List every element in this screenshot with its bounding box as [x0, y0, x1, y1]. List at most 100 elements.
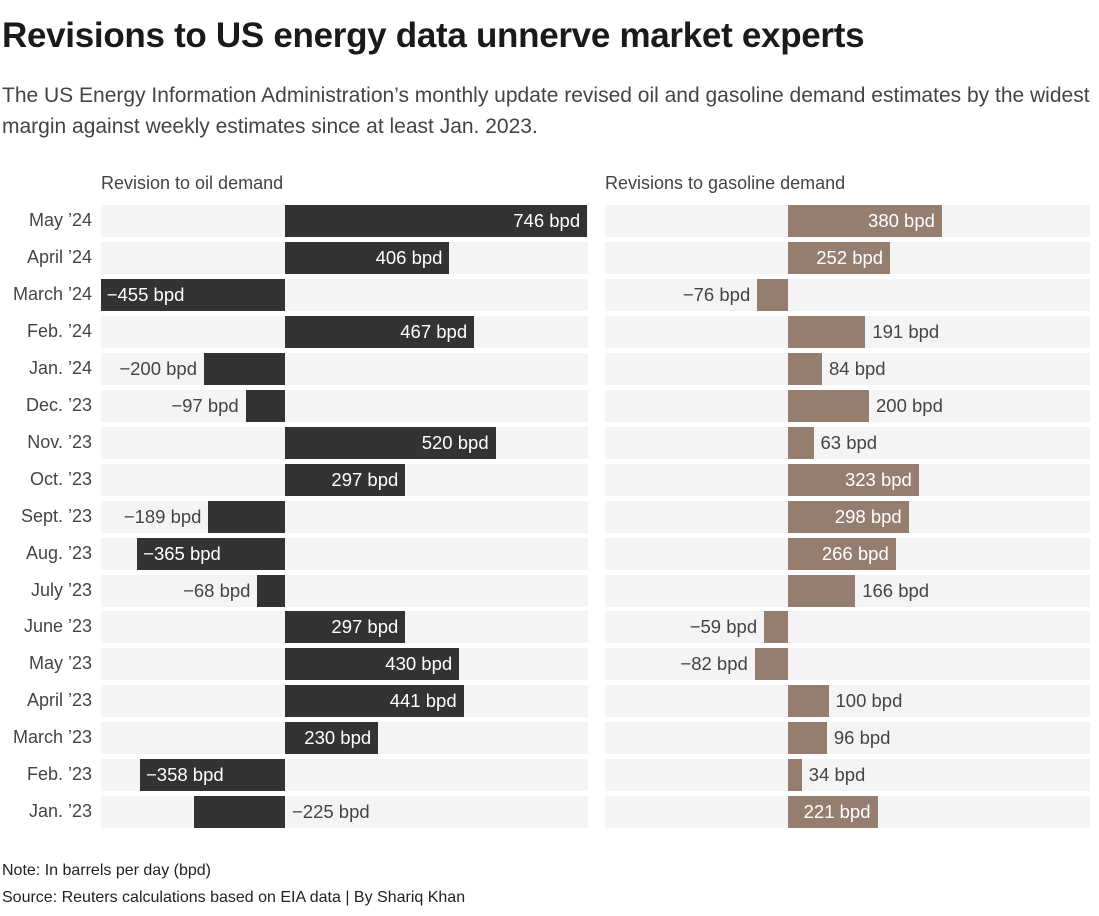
gasoline-panel-title: Revisions to gasoline demand [605, 173, 846, 193]
chart-title: Revisions to US energy data unnerve mark… [2, 16, 865, 55]
oil-bar [208, 500, 285, 533]
gasoline-bar [788, 389, 869, 422]
bar-value-label: 298 bpd [834, 505, 902, 527]
gasoline-bar [788, 685, 829, 718]
gasoline-bar [788, 463, 919, 496]
oil-bar [285, 463, 406, 496]
bar-value-label: −76 bpd [682, 283, 751, 305]
bar-value-label: 221 bpd [803, 801, 871, 823]
row-label: June ’23 [23, 616, 92, 637]
gasoline-bar [754, 648, 788, 681]
row-background [605, 685, 1090, 718]
row-label: March ’23 [12, 727, 92, 748]
bar-value-label: −365 bpd [143, 542, 221, 564]
bar-value-label: 467 bpd [400, 320, 468, 342]
row-label: March ’24 [12, 283, 92, 304]
bar-value-label: 297 bpd [331, 468, 399, 490]
gasoline-bar [788, 352, 823, 385]
bar-value-label: 166 bpd [862, 579, 930, 601]
bar-value-label: 266 bpd [821, 542, 889, 564]
oil-bar [285, 685, 464, 718]
gasoline-bar [757, 278, 788, 311]
row-background [605, 722, 1090, 755]
chart-note: Note: In barrels per day (bpd) [2, 862, 211, 879]
bar-value-label: 252 bpd [816, 246, 884, 268]
bar-value-label: 191 bpd [872, 320, 940, 342]
row-background [605, 278, 1090, 311]
row-background [101, 352, 588, 385]
bar-value-label: 96 bpd [833, 727, 891, 749]
oil-bar [204, 352, 285, 385]
bar-value-label: 63 bpd [820, 431, 878, 453]
oil-panel-title: Revision to oil demand [101, 173, 284, 193]
row-label: April ’23 [26, 690, 92, 711]
bar-value-label: 746 bpd [513, 210, 581, 231]
bar-value-label: −225 bpd [292, 801, 370, 823]
oil-bar [285, 611, 406, 644]
bar-value-label: 297 bpd [331, 616, 399, 638]
row-label: May ’23 [28, 653, 92, 674]
gasoline-bar [788, 500, 909, 533]
bar-value-label: −97 bpd [171, 394, 239, 416]
oil-bar [245, 389, 285, 422]
gasoline-bar [788, 205, 942, 237]
row-label: Oct. ’23 [29, 468, 92, 489]
row-background [605, 611, 1090, 644]
row-label: Dec. ’23 [25, 394, 92, 415]
bar-value-label: 84 bpd [829, 357, 886, 379]
bar-value-label: −358 bpd [146, 764, 224, 786]
bar-value-label: −59 bpd [689, 616, 758, 638]
gasoline-bar [788, 796, 878, 829]
gasoline-bar [788, 574, 856, 607]
chart-source: Source: Reuters calculations based on EI… [2, 889, 466, 906]
gasoline-bar [788, 241, 891, 274]
oil-bar [140, 759, 285, 792]
row-label: Feb. ’23 [26, 764, 92, 785]
gasoline-bar [764, 611, 788, 644]
bar-value-label: 200 bpd [876, 394, 943, 416]
gasoline-bar [788, 537, 896, 570]
bar-value-label: −455 bpd [106, 283, 185, 305]
oil-bar [257, 574, 285, 607]
oil-bar [100, 278, 285, 311]
row-label: Jan. ’23 [28, 801, 92, 822]
row-label: April ’24 [26, 246, 92, 267]
bar-value-label: 100 bpd [835, 690, 903, 712]
row-background [605, 759, 1090, 792]
bar-value-label: 230 bpd [304, 727, 372, 749]
row-label: Jan. ’24 [28, 357, 92, 378]
oil-bar [285, 722, 379, 755]
oil-bar [285, 315, 475, 348]
bar-value-label: −200 bpd [119, 357, 197, 379]
oil-bar [285, 241, 450, 274]
gasoline-bar [788, 759, 802, 792]
bar-value-label: −189 bpd [123, 505, 202, 527]
gasoline-bar [788, 426, 814, 459]
row-background [605, 426, 1090, 459]
row-background [101, 574, 588, 607]
bar-value-label: 441 bpd [389, 690, 457, 712]
bar-value-label: 323 bpd [844, 468, 912, 490]
bar-value-label: 520 bpd [421, 431, 489, 453]
row-label: Nov. ’23 [27, 431, 92, 452]
row-label: Feb. ’24 [26, 320, 92, 341]
bar-value-label: 380 bpd [868, 210, 935, 231]
oil-bar [285, 205, 588, 237]
oil-bar [285, 426, 496, 459]
row-background [101, 500, 588, 533]
bar-value-label: 34 bpd [808, 764, 866, 786]
gasoline-bar [788, 315, 866, 348]
row-background [101, 796, 588, 829]
bar-value-label: 430 bpd [385, 653, 453, 675]
row-label: May ’24 [28, 210, 92, 230]
oil-bar [193, 796, 285, 829]
oil-bar [137, 537, 285, 570]
row-label: Sept. ’23 [20, 505, 92, 526]
bar-value-label: 406 bpd [375, 246, 443, 268]
bar-value-label: −68 bpd [183, 579, 251, 601]
bar-value-label: −82 bpd [680, 653, 748, 675]
row-label: July ’23 [30, 579, 92, 600]
row-background [101, 389, 588, 422]
gasoline-bar [788, 722, 827, 755]
